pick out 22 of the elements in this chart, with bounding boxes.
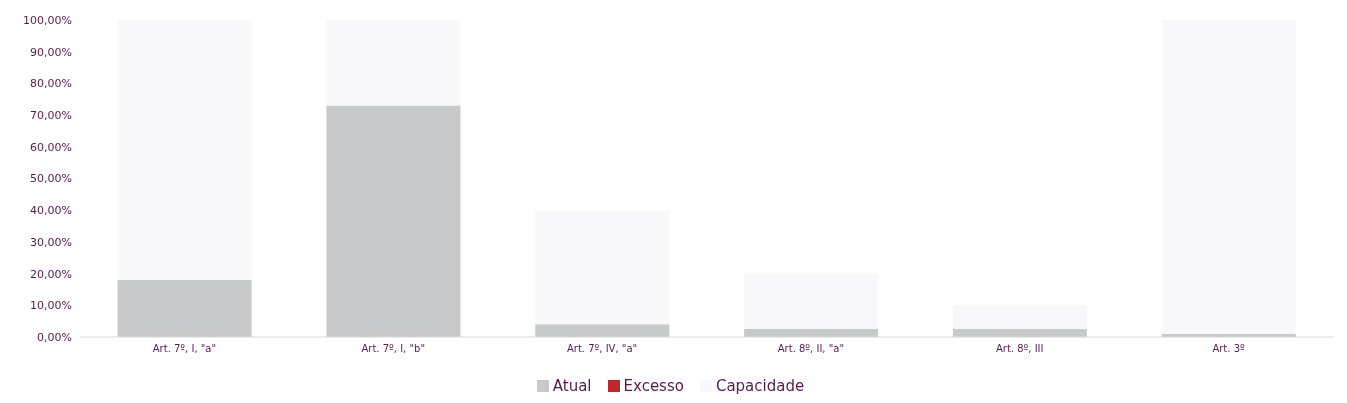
bar	[535, 324, 670, 337]
y-tick-label: 90,00%	[30, 45, 72, 59]
y-tick-label: 70,00%	[30, 109, 72, 122]
x-tick-label: Art. 7º, I, "b"	[361, 343, 426, 355]
x-tick-label: Art. 8º, III	[995, 343, 1044, 355]
y-tick-label: 0,00%	[37, 330, 72, 344]
x-tick-label: Art. 8º, II, "a"	[777, 343, 845, 355]
x-tick-label: Art. 7º, IV, "a"	[567, 343, 638, 355]
legend-label: Excesso	[623, 377, 684, 395]
y-tick-label: 60,00%	[30, 140, 72, 154]
y-tick-label: 40,00%	[30, 204, 72, 218]
legend-label: Atual	[552, 377, 592, 395]
y-tick-label: 30,00%	[30, 235, 72, 249]
legend-label: Capacidade	[715, 377, 805, 395]
bar	[117, 279, 252, 337]
y-tick-label: 80,00%	[30, 77, 72, 91]
y-tick-label: 20,00%	[30, 267, 72, 281]
y-tick-label: 50,00%	[30, 172, 72, 186]
y-tick-label: 100,00%	[23, 13, 72, 27]
x-tick-label: Art. 3º	[1212, 343, 1246, 355]
x-tick-label: Art. 7º, I, "a"	[152, 343, 217, 355]
y-tick-label: 10,00%	[30, 299, 72, 313]
